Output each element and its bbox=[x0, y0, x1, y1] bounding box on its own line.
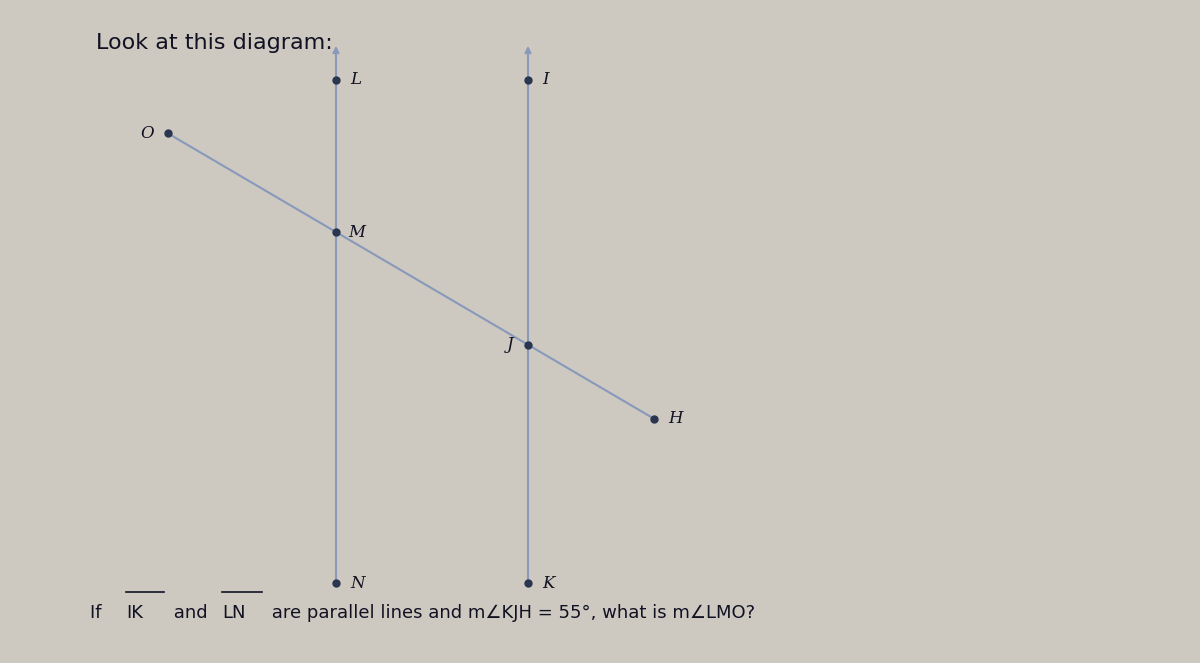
Text: O: O bbox=[140, 125, 154, 142]
Text: L: L bbox=[350, 71, 361, 88]
Text: M: M bbox=[348, 223, 365, 241]
Text: If: If bbox=[90, 604, 107, 623]
Text: J: J bbox=[506, 336, 514, 353]
Text: IK: IK bbox=[126, 604, 143, 623]
Text: LN: LN bbox=[222, 604, 246, 623]
Text: H: H bbox=[668, 410, 683, 427]
Text: are parallel lines and m∠KJH = 55°, what is m∠LMO?: are parallel lines and m∠KJH = 55°, what… bbox=[266, 604, 756, 623]
Text: I: I bbox=[542, 71, 550, 88]
Text: K: K bbox=[542, 575, 554, 592]
Text: N: N bbox=[350, 575, 365, 592]
Text: Look at this diagram:: Look at this diagram: bbox=[96, 33, 332, 53]
Text: and: and bbox=[168, 604, 214, 623]
